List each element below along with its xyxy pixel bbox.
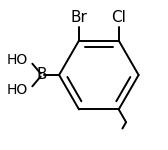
Text: Br: Br bbox=[71, 10, 87, 25]
Text: B: B bbox=[37, 68, 47, 82]
Text: HO: HO bbox=[7, 53, 28, 67]
Text: Cl: Cl bbox=[111, 10, 126, 25]
Text: HO: HO bbox=[7, 83, 28, 97]
